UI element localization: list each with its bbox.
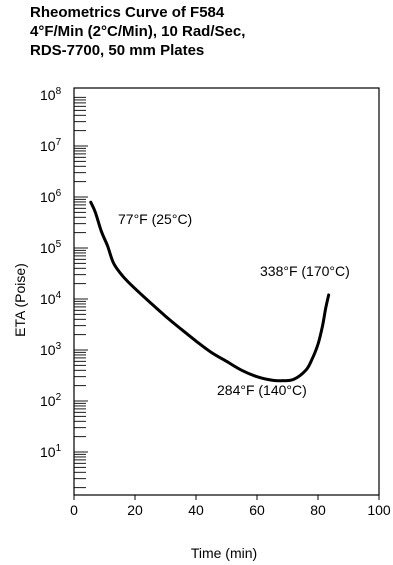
x-axis-label: Time (min) xyxy=(191,545,257,561)
chart-title: Rheometrics Curve of F584 4°F/Min (2°C/M… xyxy=(30,3,245,60)
y-tick-label: 107 xyxy=(40,137,62,154)
labels-layer: Time (min) ETA (Poise) 77°F (25°C) 338°F… xyxy=(12,211,350,561)
chart-title-line-1: Rheometrics Curve of F584 xyxy=(30,4,225,21)
plot-frame xyxy=(73,87,380,496)
annotation-min-temp: 284°F (140°C) xyxy=(217,382,307,398)
y-tick-label: 102 xyxy=(40,392,62,409)
annotation-end-temp: 338°F (170°C) xyxy=(260,263,350,279)
x-tick-label: 80 xyxy=(310,502,326,518)
series-line xyxy=(89,200,331,383)
y-tick-label: 108 xyxy=(40,86,62,103)
x-tick-label: 40 xyxy=(188,502,204,518)
y-tick-label: 106 xyxy=(40,188,62,205)
x-tick-label: 60 xyxy=(249,502,265,518)
y-axis-label: ETA (Poise) xyxy=(12,263,28,337)
x-tick-label: 0 xyxy=(70,502,78,518)
series-layer xyxy=(89,200,331,383)
ticks-layer: 0 20 40 60 80 100 101 102 103 104 105 106 107 108 xyxy=(40,86,391,518)
axes-layer xyxy=(73,87,380,496)
chart-title-line-3: RDS-7700, 50 mm Plates xyxy=(30,42,205,59)
y-tick-label: 105 xyxy=(40,239,62,256)
x-tick-label: 20 xyxy=(127,502,143,518)
y-tick-label: 101 xyxy=(40,443,62,460)
x-tick-label: 100 xyxy=(367,502,391,518)
y-tick-label: 103 xyxy=(40,341,62,358)
chart-title-line-2: 4°F/Min (2°C/Min), 10 Rad/Sec, xyxy=(30,23,246,40)
y-tick-label: 104 xyxy=(40,290,62,307)
annotation-start-temp: 77°F (25°C) xyxy=(118,211,192,227)
